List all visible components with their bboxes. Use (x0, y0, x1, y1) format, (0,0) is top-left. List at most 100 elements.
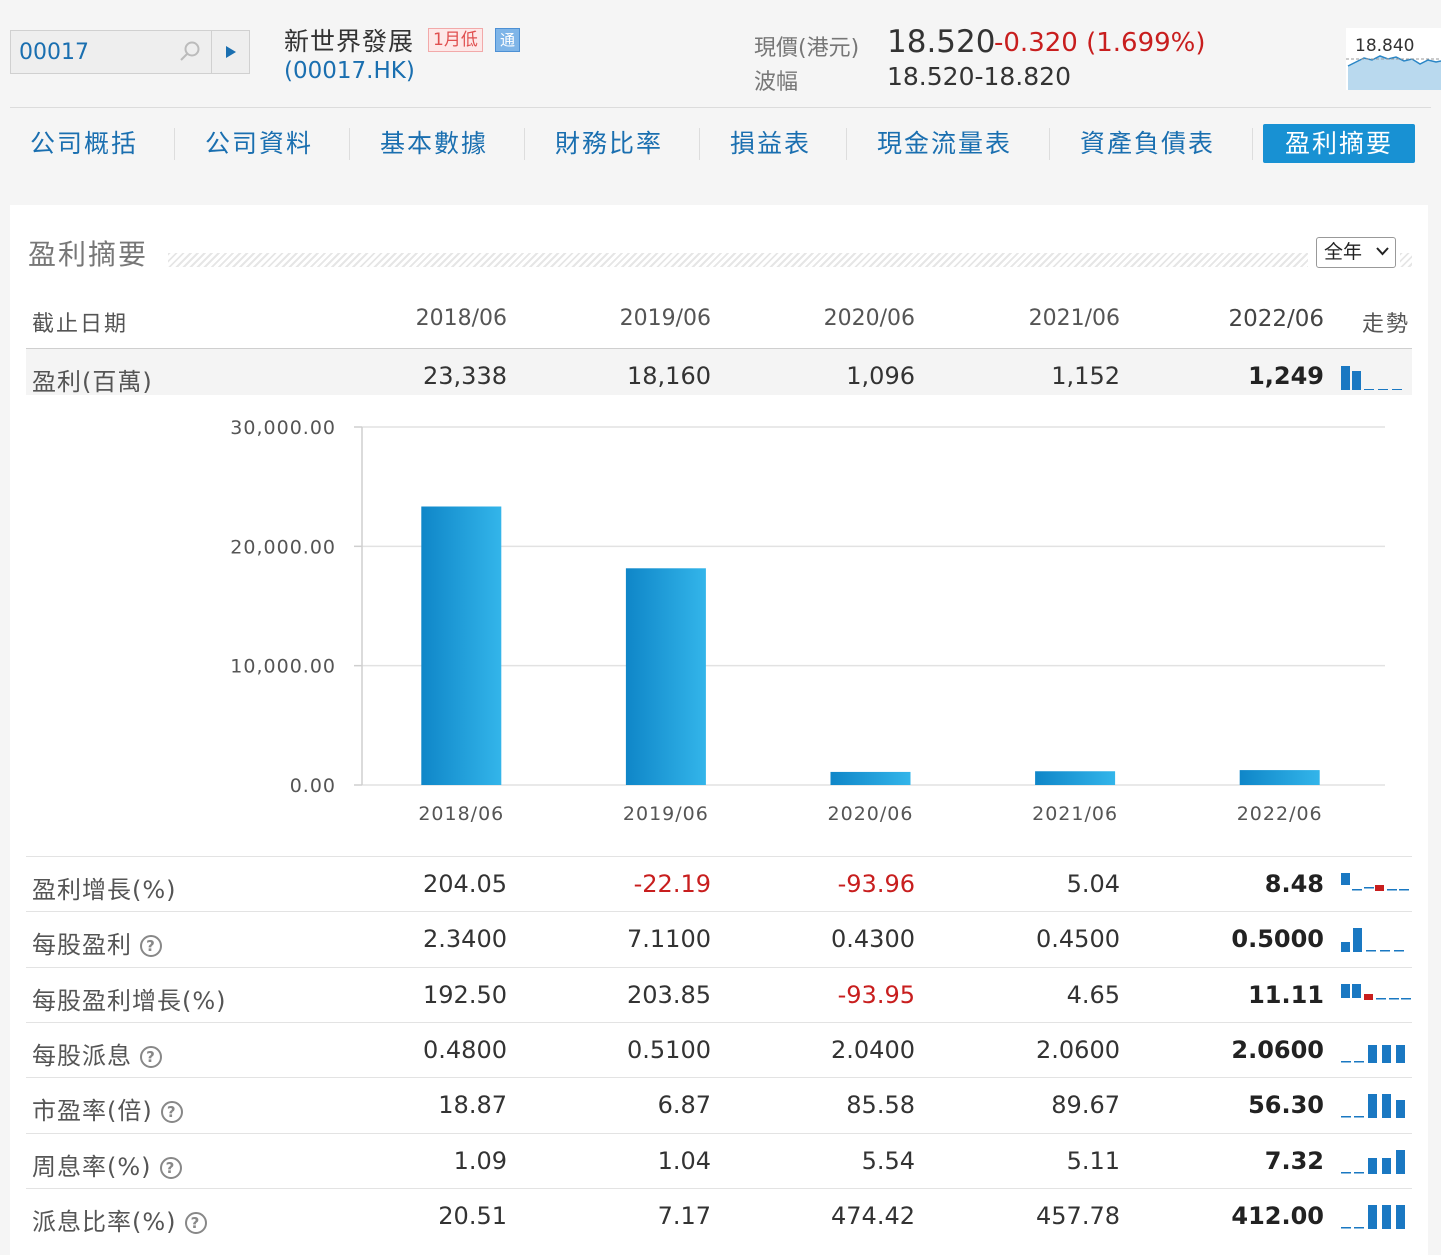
tab-company-overview[interactable]: 公司概括 (30, 129, 139, 158)
sparkline-bar (1368, 1158, 1377, 1174)
price-change: -0.320 (1.699%) (994, 28, 1206, 58)
tab-balance-sheet[interactable]: 資產負債表 (1080, 129, 1216, 158)
sparkline-bar (1341, 1061, 1351, 1063)
table-cell: 85.58 (846, 1091, 915, 1119)
sparkline-bar (1396, 1205, 1405, 1229)
trend-sparkline[interactable] (1340, 871, 1412, 897)
header-column: 2021/06 (1028, 306, 1120, 331)
row-label: 每股盈利? (32, 925, 162, 960)
sparkline-bar (1341, 1116, 1351, 1118)
period-select-value: 全年 (1324, 241, 1363, 263)
trend-sparkline[interactable] (1340, 1092, 1412, 1118)
row-divider (26, 856, 1412, 857)
table-cell: 0.5000 (1231, 925, 1324, 953)
tab-separator (174, 128, 175, 160)
x-tick-label: 2022/06 (1237, 803, 1323, 825)
tab-financial-ratios[interactable]: 財務比率 (555, 129, 664, 158)
row-label-text: 周息率(%) (32, 1153, 152, 1181)
help-icon[interactable]: ? (184, 1212, 207, 1234)
table-cell: 203.85 (627, 981, 711, 1009)
bar-2019/06[interactable] (625, 568, 706, 785)
intraday-mini-chart[interactable] (1346, 28, 1441, 90)
help-icon[interactable]: ? (140, 1046, 162, 1068)
sparkline-bar (1354, 1172, 1364, 1174)
trend-sparkline[interactable] (1340, 1037, 1412, 1063)
table-cell: 457.78 (1036, 1202, 1120, 1230)
tab-company-info[interactable]: 公司資料 (205, 129, 314, 158)
sparkline-bar (1364, 994, 1373, 1000)
help-icon[interactable]: ? (159, 1157, 182, 1179)
table-cell: 5.54 (861, 1147, 915, 1175)
stock-code: (00017.HK) (284, 58, 415, 84)
profit-trend-sparkline[interactable] (1340, 364, 1412, 390)
search-icon[interactable] (177, 39, 203, 65)
sparkline-bar (1375, 885, 1384, 891)
sparkline-bar (1396, 1045, 1405, 1063)
x-tick-label: 2021/06 (1032, 803, 1118, 825)
help-icon[interactable]: ? (160, 1101, 183, 1123)
table-cell: 192.50 (423, 981, 507, 1009)
sparkline-bar (1341, 984, 1350, 998)
sparkline-bar (1401, 998, 1411, 1000)
row-divider (26, 967, 1412, 968)
sparkline-bar (1354, 1116, 1364, 1118)
bar-2020/06[interactable] (830, 771, 911, 785)
table-cell: 204.05 (423, 870, 507, 898)
row-label: 周息率(%)? (32, 1147, 182, 1182)
row-divider (26, 1022, 1412, 1023)
period-select[interactable]: 全年 (1316, 237, 1396, 268)
trend-sparkline[interactable] (1340, 1203, 1412, 1229)
sparkline-bar (1352, 889, 1362, 891)
table-cell: 56.30 (1248, 1091, 1324, 1119)
table-cell: 18.87 (438, 1091, 507, 1119)
x-tick-label: 2020/06 (828, 803, 914, 825)
bar-2021/06[interactable] (1035, 771, 1116, 785)
table-cell: 7.32 (1264, 1147, 1324, 1175)
sparkline-bar (1341, 1172, 1351, 1174)
sparkline-bar (1341, 1227, 1351, 1229)
header-divider (26, 348, 1412, 349)
table-cell: -93.95 (837, 981, 915, 1009)
table-cell: 4.65 (1066, 981, 1120, 1009)
header-column: 2018/06 (415, 306, 507, 331)
sparkline-bar (1368, 1205, 1377, 1229)
header-column: 2020/06 (823, 306, 915, 331)
table-cell: 2.3400 (423, 925, 507, 953)
table-cell: 7.1100 (627, 925, 711, 953)
row-label: 市盈率(倍)? (32, 1091, 183, 1126)
bar-2018/06[interactable] (421, 506, 502, 785)
table-cell: 2.0400 (831, 1036, 915, 1064)
header-trend-label: 走勢 (1362, 312, 1411, 337)
trend-sparkline[interactable] (1340, 1148, 1412, 1174)
tab-cash-flow[interactable]: 現金流量表 (877, 129, 1013, 158)
y-tick-label: 0.00 (290, 775, 336, 797)
trend-sparkline[interactable] (1340, 926, 1412, 952)
table-cell: -22.19 (633, 870, 711, 898)
profit-value: 1,249 (1248, 362, 1324, 390)
x-tick-label: 2019/06 (623, 803, 709, 825)
range-label: 波幅 (754, 70, 799, 95)
trend-sparkline[interactable] (1340, 982, 1412, 1008)
mini-chart-label: 18.840 (1355, 36, 1415, 56)
row-label-text: 盈利增長(%) (32, 876, 177, 904)
sparkline-bar (1353, 928, 1362, 952)
table-cell: 474.42 (831, 1202, 915, 1230)
help-icon[interactable]: ? (140, 935, 162, 957)
go-button[interactable] (211, 31, 252, 73)
chart-y-axis: 30,000.00 20,000.00 10,000.00 0.00 (230, 417, 336, 797)
current-price: 18.520 (887, 24, 996, 60)
tab-earnings-summary[interactable]: 盈利摘要 (1263, 124, 1415, 163)
table-cell: 1.09 (453, 1147, 507, 1175)
tab-basic-data[interactable]: 基本數據 (380, 129, 489, 158)
y-tick-label: 30,000.00 (230, 417, 336, 439)
row-label-text: 派息比率(%) (32, 1208, 177, 1236)
day-range: 18.520-18.820 (887, 62, 1071, 91)
tab-income-statement[interactable]: 損益表 (730, 129, 812, 158)
table-cell: 8.48 (1264, 870, 1324, 898)
stock-search-input[interactable] (11, 31, 176, 73)
table-cell: 0.4500 (1036, 925, 1120, 953)
tab-separator (349, 128, 350, 160)
tab-separator (846, 128, 847, 160)
bar-2022/06[interactable] (1239, 770, 1320, 785)
